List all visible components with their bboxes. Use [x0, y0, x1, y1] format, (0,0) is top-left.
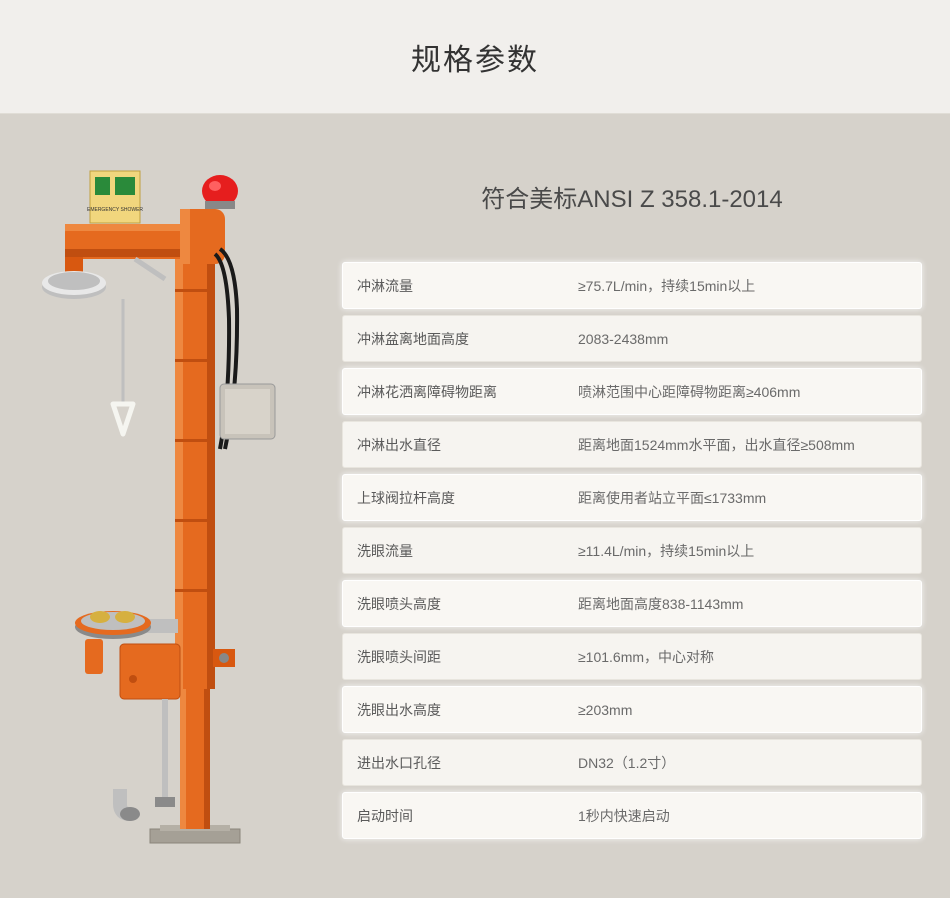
page-header: 规格参数 — [0, 0, 950, 114]
spec-row: 冲淋花洒离障碍物距离喷淋范围中心距障碍物距离≥406mm — [342, 368, 922, 415]
spec-label: 冲淋花洒离障碍物距离 — [343, 382, 578, 402]
spec-row: 冲淋流量≥75.7L/min，持续15min以上 — [342, 262, 922, 309]
spec-value: 距离地面1524mm水平面，出水直径≥508mm — [578, 435, 921, 455]
spec-label: 洗眼流量 — [343, 541, 578, 561]
spec-label: 洗眼出水高度 — [343, 700, 578, 720]
spec-value: 喷淋范围中心距障碍物距离≥406mm — [578, 382, 921, 402]
spec-label: 洗眼喷头间距 — [343, 647, 578, 667]
spec-label: 冲淋流量 — [343, 276, 578, 296]
product-illustration: EMERGENCY SHOWER — [25, 149, 320, 869]
spec-label: 进出水口孔径 — [343, 753, 578, 773]
spec-value: 2083-2438mm — [578, 331, 921, 347]
spec-row: 洗眼出水高度≥203mm — [342, 686, 922, 733]
spec-value: 距离地面高度838-1143mm — [578, 594, 921, 614]
spec-value: ≥203mm — [578, 702, 921, 718]
spec-label: 启动时间 — [343, 806, 578, 826]
spec-column: 符合美标ANSI Z 358.1-2014 冲淋流量≥75.7L/min，持续1… — [330, 114, 950, 898]
spec-label: 冲淋出水直径 — [343, 435, 578, 455]
spec-row: 进出水口孔径DN32（1.2寸） — [342, 739, 922, 786]
spec-label: 洗眼喷头高度 — [343, 594, 578, 614]
spec-row: 冲淋出水直径距离地面1524mm水平面，出水直径≥508mm — [342, 421, 922, 468]
spec-label: 冲淋盆离地面高度 — [343, 329, 578, 349]
spec-value: 距离使用者站立平面≤1733mm — [578, 488, 921, 508]
spec-row: 洗眼流量≥11.4L/min，持续15min以上 — [342, 527, 922, 574]
page-title: 规格参数 — [411, 35, 539, 79]
spec-value: ≥11.4L/min，持续15min以上 — [578, 541, 921, 561]
spec-row: 洗眼喷头间距≥101.6mm，中心对称 — [342, 633, 922, 680]
spec-label: 上球阀拉杆高度 — [343, 488, 578, 508]
svg-text:EMERGENCY SHOWER: EMERGENCY SHOWER — [87, 207, 143, 213]
spec-value: DN32（1.2寸） — [578, 753, 921, 773]
content-area: EMERGENCY SHOWER — [0, 114, 950, 898]
spec-value: ≥75.7L/min，持续15min以上 — [578, 276, 921, 296]
spec-row: 冲淋盆离地面高度2083-2438mm — [342, 315, 922, 362]
spec-value: ≥101.6mm，中心对称 — [578, 647, 921, 667]
spec-row: 启动时间1秒内快速启动 — [342, 792, 922, 839]
spec-value: 1秒内快速启动 — [578, 806, 921, 826]
product-image-column: EMERGENCY SHOWER — [0, 114, 330, 898]
spec-row: 洗眼喷头高度距离地面高度838-1143mm — [342, 580, 922, 627]
spec-table: 冲淋流量≥75.7L/min，持续15min以上冲淋盆离地面高度2083-243… — [342, 262, 922, 839]
spec-row: 上球阀拉杆高度距离使用者站立平面≤1733mm — [342, 474, 922, 521]
spec-title: 符合美标ANSI Z 358.1-2014 — [342, 179, 922, 214]
